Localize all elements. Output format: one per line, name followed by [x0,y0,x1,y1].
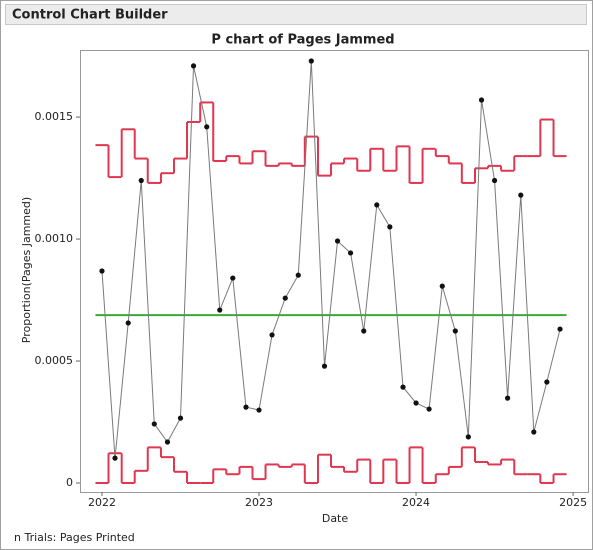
data-point [308,58,314,64]
data-point [347,250,354,256]
data-point [190,63,197,69]
data-point [400,384,406,390]
x-axis-label: Date [322,512,349,525]
data-point [518,192,524,198]
y-tick-label: 0.0005 [35,354,74,367]
data-point [557,326,563,332]
data-point [531,429,537,435]
ucl-riser [107,102,555,183]
data-point [125,320,131,326]
data-point [204,124,210,130]
data-point [387,224,393,230]
y-axis-label: Proportion(Pages Jammed) [20,197,33,343]
data-point [334,238,341,244]
data-point [138,177,144,184]
data-point [374,202,380,208]
data-point [256,407,262,413]
data-point [439,283,445,289]
data-point [426,406,432,412]
x-tick-label: 2022 [88,496,116,509]
lcl-riser [107,447,555,483]
y-tick-label: 0 [66,476,73,489]
data-point [99,268,105,274]
x-tick-label: 2023 [245,496,273,509]
data-point [491,177,498,184]
y-tick-label: 0.0015 [35,110,74,123]
data-point [504,395,511,401]
data-point [112,455,118,461]
footer-note: n Trials: Pages Printed [14,531,135,544]
header-bar [5,4,587,25]
x-tick-label: 2025 [559,496,587,509]
data-point [544,379,550,385]
data-point [478,97,485,103]
data-point [164,439,171,445]
data-point [282,295,288,301]
data-point [151,421,157,427]
data-point [465,434,471,440]
data-point [230,275,236,281]
data-point [217,307,223,313]
data-point [452,328,458,334]
x-tick-label: 2024 [402,496,430,509]
header-title: Control Chart Builder [12,8,168,23]
data-point [295,272,301,278]
chart-title: P chart of Pages Jammed [211,33,394,48]
data-point [321,363,328,369]
data-point [177,415,184,421]
plot-frame [80,50,589,493]
data-point [413,400,419,406]
data-point [269,332,275,338]
data-point [243,404,249,410]
data-line [101,60,561,459]
data-point [361,328,367,334]
y-tick-label: 0.0010 [35,232,74,245]
